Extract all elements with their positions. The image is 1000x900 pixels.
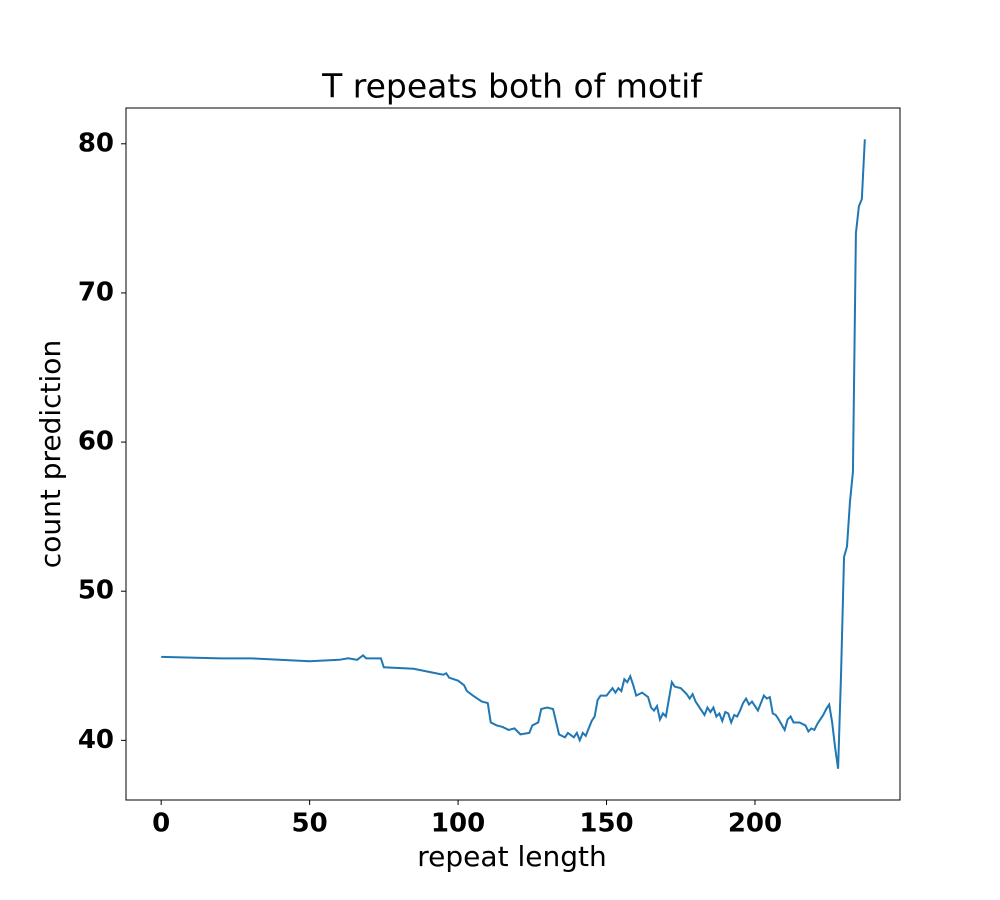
y-tick-label: 70 bbox=[78, 277, 114, 307]
x-axis-label: repeat length bbox=[417, 840, 606, 873]
x-tick-label: 150 bbox=[579, 809, 633, 839]
y-axis-label: count prediction bbox=[34, 340, 67, 568]
data-line bbox=[161, 139, 866, 769]
x-tick-label: 200 bbox=[728, 809, 782, 839]
y-tick-label: 60 bbox=[78, 427, 114, 457]
y-tick-label: 50 bbox=[78, 576, 114, 606]
y-tick-label: 40 bbox=[78, 725, 114, 755]
x-tick-label: 50 bbox=[292, 809, 328, 839]
x-tick-label: 0 bbox=[152, 809, 170, 839]
chart-title: T repeats both of motif bbox=[321, 67, 703, 106]
y-tick-label: 80 bbox=[78, 128, 114, 158]
plot-frame bbox=[125, 107, 901, 801]
x-tick-label: 100 bbox=[431, 809, 485, 839]
